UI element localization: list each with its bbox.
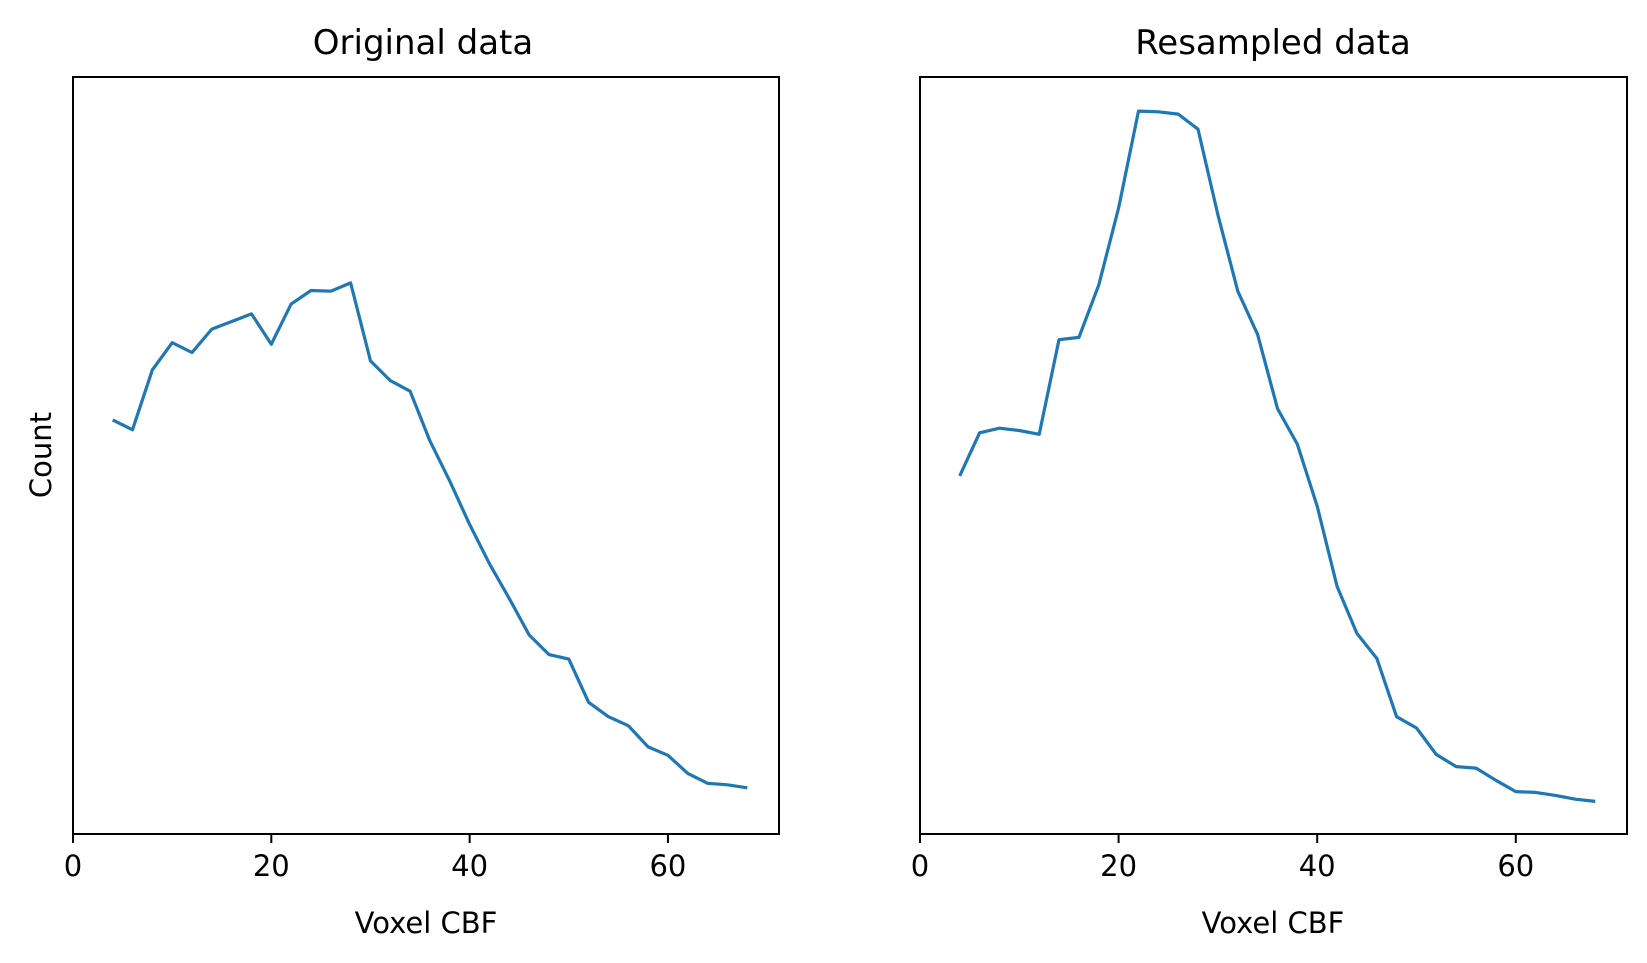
panel-original: Original data 0 20 40 60 Voxel CBF Count [24, 23, 780, 940]
x-axis-label-original: Voxel CBF [355, 906, 498, 940]
plot-frame-resampled [919, 76, 1628, 835]
x-tick-label: 40 [1299, 849, 1336, 883]
x-tick-label: 60 [649, 849, 686, 883]
chart-title-resampled: Resampled data [1135, 23, 1411, 63]
y-axis-label-original: Count [24, 412, 58, 498]
x-tick-label: 0 [64, 849, 82, 883]
x-tick-label: 20 [1100, 849, 1137, 883]
x-tick-label: 20 [253, 849, 290, 883]
chart-title-original: Original data [313, 23, 533, 63]
series-line-original [111, 281, 748, 790]
series-line-resampled [958, 109, 1596, 803]
x-tick-label: 0 [911, 849, 929, 883]
x-ticks-resampled: 0 20 40 60 [911, 834, 1534, 883]
x-tick-label: 60 [1497, 849, 1534, 883]
plot-frame-original [72, 76, 780, 835]
x-axis-label-resampled: Voxel CBF [1202, 906, 1345, 940]
panel-resampled: Resampled data 0 20 40 60 Voxel CBF [911, 23, 1628, 940]
x-ticks-original: 0 20 40 60 [64, 834, 686, 883]
x-tick-label: 40 [451, 849, 488, 883]
